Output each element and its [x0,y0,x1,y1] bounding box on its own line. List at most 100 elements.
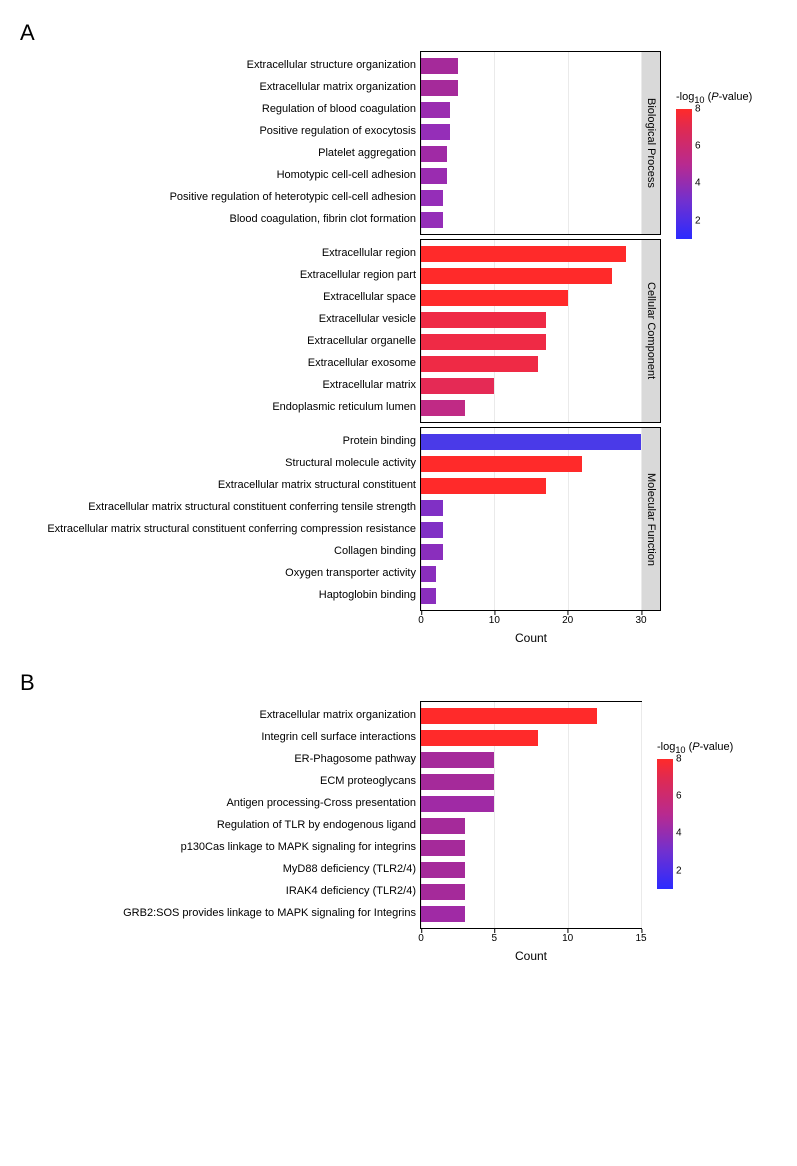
panel-a-legend: -log10 (P-value) 2468 [676,91,752,239]
bar [421,906,465,922]
y-label: Extracellular structure organization [20,54,420,76]
x-tick: 0 [418,615,424,626]
y-label: Platelet aggregation [20,142,420,164]
facet: Biological Process [420,51,661,235]
panel-b-chart-wrapper: Extracellular matrix organizationIntegri… [20,701,642,963]
panel-a-chart-wrapper: Extracellular structure organizationExtr… [20,51,661,645]
y-label: Regulation of blood coagulation [20,98,420,120]
panel-b-x-axis: 051015Count [20,933,642,963]
bar [421,190,443,206]
bar [421,290,568,306]
panel-a: Extracellular structure organizationExtr… [20,51,777,645]
bar [421,146,447,162]
bar [421,730,538,746]
y-label: IRAK4 deficiency (TLR2/4) [20,880,420,902]
y-label: Extracellular exosome [20,352,420,374]
y-label: Blood coagulation, fibrin clot formation [20,208,420,230]
y-label: Extracellular organelle [20,330,420,352]
bar [421,774,494,790]
y-label: Extracellular matrix organization [20,76,420,98]
x-tick: 30 [635,615,646,626]
x-axis-title: Count [421,631,641,645]
y-label: Extracellular space [20,286,420,308]
bar [421,566,436,582]
bar [421,522,443,538]
y-label: Regulation of TLR by endogenous ligand [20,814,420,836]
y-label: MyD88 deficiency (TLR2/4) [20,858,420,880]
y-label: Homotypic cell-cell adhesion [20,164,420,186]
y-label: p130Cas linkage to MAPK signaling for in… [20,836,420,858]
bar [421,796,494,812]
y-label: Protein binding [20,430,420,452]
colorbar-tick: 6 [695,141,701,152]
bar [421,58,458,74]
bar [421,80,458,96]
bar [421,168,447,184]
y-label: Haptoglobin binding [20,584,420,606]
bar [421,478,546,494]
facet-strip: Cellular Component [641,240,660,422]
facet: Cellular Component [420,239,661,423]
panel-b-plot [420,701,642,929]
x-tick: 20 [562,615,573,626]
bar [421,212,443,228]
bar [421,102,450,118]
y-label: Extracellular region part [20,264,420,286]
y-label: Extracellular matrix structural constitu… [20,496,420,518]
y-label: Collagen binding [20,540,420,562]
facet: Molecular Function [420,427,661,611]
facet-strip: Biological Process [641,52,660,234]
bar [421,312,546,328]
bar [421,456,582,472]
bar [421,840,465,856]
colorbar-tick: 6 [676,791,682,802]
y-label: Positive regulation of heterotypic cell-… [20,186,420,208]
colorbar-tick: 2 [676,865,682,876]
x-tick: 10 [489,615,500,626]
y-label: Extracellular matrix structural constitu… [20,474,420,496]
bar [421,544,443,560]
bar [421,752,494,768]
bar [421,356,538,372]
y-label: Extracellular region [20,242,420,264]
legend-title-a: -log10 (P-value) [676,91,752,105]
bar [421,400,465,416]
x-axis-title: Count [421,949,641,963]
bar [421,268,612,284]
colorbar-b [657,759,673,889]
bar [421,124,450,140]
y-label: GRB2:SOS provides linkage to MAPK signal… [20,902,420,924]
y-label: Structural molecule activity [20,452,420,474]
panel-a-label: A [20,20,777,46]
y-label: Endoplasmic reticulum lumen [20,396,420,418]
y-label: Extracellular matrix [20,374,420,396]
colorbar-tick: 8 [676,754,682,765]
facet-strip: Molecular Function [641,428,660,610]
x-tick: 15 [635,933,646,944]
bar [421,246,626,262]
y-label: Integrin cell surface interactions [20,726,420,748]
bar [421,884,465,900]
y-label: Antigen processing-Cross presentation [20,792,420,814]
y-label: Extracellular vesicle [20,308,420,330]
bar [421,862,465,878]
bar [421,588,436,604]
colorbar-tick: 4 [676,828,682,839]
bar [421,708,597,724]
colorbar-tick: 4 [695,178,701,189]
colorbar-a [676,109,692,239]
bar [421,378,494,394]
bar [421,500,443,516]
colorbar-tick: 8 [695,104,701,115]
x-tick: 5 [492,933,498,944]
y-label: Positive regulation of exocytosis [20,120,420,142]
y-label: ECM proteoglycans [20,770,420,792]
y-label: Extracellular matrix organization [20,704,420,726]
y-label: Oxygen transporter activity [20,562,420,584]
panel-a-x-axis: 0 10 20 30 Count [20,615,661,645]
legend-title-b: -log10 (P-value) [657,741,733,755]
bar [421,334,546,350]
panel-b-legend: -log10 (P-value) 2 4 6 8 [657,741,733,889]
panel-b: Extracellular matrix organizationIntegri… [20,701,777,963]
bar [421,434,641,450]
